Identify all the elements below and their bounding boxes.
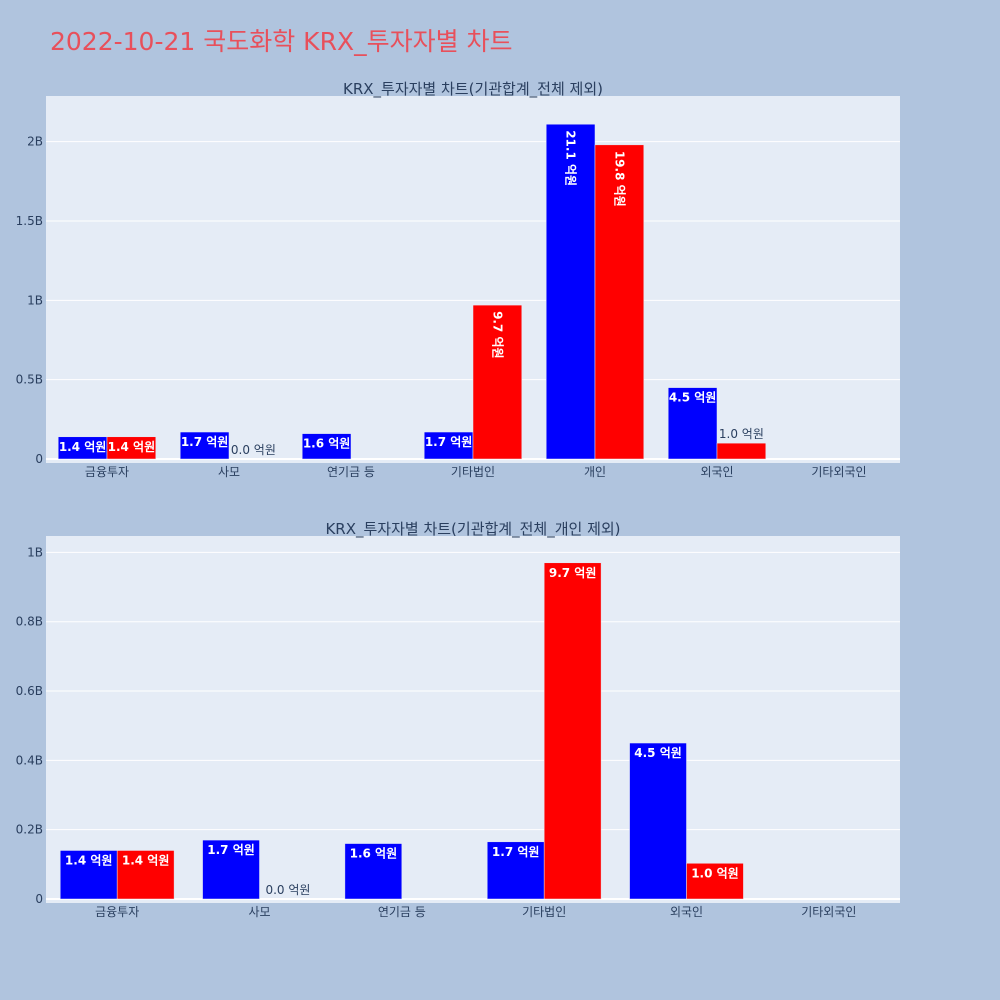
- plot-area: [46, 536, 900, 903]
- bar-label: 4.5 억원: [669, 391, 717, 405]
- x-tick-label: 사모: [218, 465, 240, 479]
- y-tick-label: 0.8B: [16, 615, 43, 629]
- x-tick-label: 기타외국인: [801, 905, 856, 919]
- bar-label: 1.7 억원: [425, 435, 473, 449]
- x-tick-label: 금융투자: [95, 905, 139, 919]
- y-tick-label: 1.5B: [16, 214, 43, 228]
- x-tick-label: 금융투자: [85, 465, 129, 479]
- bar-series-1: [667, 387, 718, 460]
- bar-series-2: [716, 442, 767, 460]
- bar-label: 4.5 억원: [634, 746, 682, 760]
- bar-series-2: [594, 144, 645, 460]
- bar-label: 1.7 억원: [181, 435, 229, 449]
- y-tick-label: 0.5B: [16, 373, 43, 387]
- bar-series-2: [472, 304, 523, 460]
- bar-label: 1.6 억원: [303, 437, 351, 451]
- x-tick-label: 외국인: [670, 905, 703, 919]
- subplot-title: KRX_투자자별 차트(기관합계_전체 제외): [343, 80, 603, 99]
- bar-label: 9.7 억원: [490, 311, 504, 359]
- y-tick-label: 1B: [27, 545, 43, 559]
- x-tick-label: 연기금 등: [378, 905, 426, 919]
- bar-label: 21.1 억원: [564, 130, 578, 186]
- bar-label: 0.0 억원: [231, 443, 276, 457]
- y-tick-label: 0.2B: [16, 823, 43, 837]
- page-title: 2022-10-21 국도화학 KRX_투자자별 차트: [50, 27, 513, 56]
- chart-panel-1: 0 0.5B 1B 1.5B 2B KRX_투자자별 차트(기관합계_전체 제외) 금융투자…: [16, 80, 900, 479]
- x-tick-label: 연기금 등: [327, 465, 375, 479]
- subplot-title: KRX_투자자별 차트(기관합계_전체_개인 제외): [325, 520, 620, 539]
- bar-label: 19.8 억원: [612, 151, 626, 207]
- bar-label: 1.4 억원: [65, 853, 113, 867]
- x-tick-label: 외국인: [700, 465, 733, 479]
- x-tick-label: 개인: [584, 465, 606, 479]
- y-tick-label: 1B: [27, 293, 43, 307]
- bar-series-1: [202, 839, 260, 900]
- bar-label: 1.4 억원: [122, 853, 170, 867]
- x-tick-label: 기타외국인: [811, 465, 866, 479]
- y-tick-label: 0: [35, 892, 43, 906]
- bar-series-1: [179, 431, 230, 460]
- x-tick-label: 기타법인: [522, 905, 566, 919]
- y-tick-label: 2B: [27, 135, 43, 149]
- bar-series-1: [423, 431, 474, 460]
- bar-series-2: [543, 562, 602, 900]
- bar-series-1: [59, 850, 118, 900]
- y-tick-label: 0: [35, 452, 43, 466]
- bar-series-2: [116, 850, 175, 900]
- bar-label: 1.7 억원: [492, 845, 540, 859]
- bar-label: 0.0 억원: [265, 883, 310, 897]
- bar-series-1: [301, 433, 352, 460]
- bar-label: 1.0 억원: [719, 427, 764, 441]
- bar-label: 9.7 억원: [549, 566, 597, 580]
- bar-series-2: [686, 863, 744, 900]
- bar-label: 1.6 억원: [350, 847, 398, 861]
- bar-label: 1.4 억원: [59, 440, 107, 454]
- y-tick-label: 0.6B: [16, 684, 43, 698]
- bar-series-1: [486, 841, 545, 900]
- bar-series-1: [629, 742, 687, 900]
- bar-label: 1.0 억원: [691, 866, 739, 880]
- x-tick-label: 기타법인: [451, 465, 495, 479]
- x-tick-label: 사모: [248, 905, 270, 919]
- bar-label: 1.7 억원: [207, 843, 255, 857]
- bar-series-2: [106, 436, 157, 460]
- chart-panel-2: 0 0.2B 0.4B 0.6B 0.8B 1B KRX_투자자별 차트(기관합계_전체_개…: [16, 520, 900, 919]
- bar-series-1: [344, 843, 403, 900]
- bar-label: 1.4 억원: [108, 440, 156, 454]
- y-tick-label: 0.4B: [16, 753, 43, 767]
